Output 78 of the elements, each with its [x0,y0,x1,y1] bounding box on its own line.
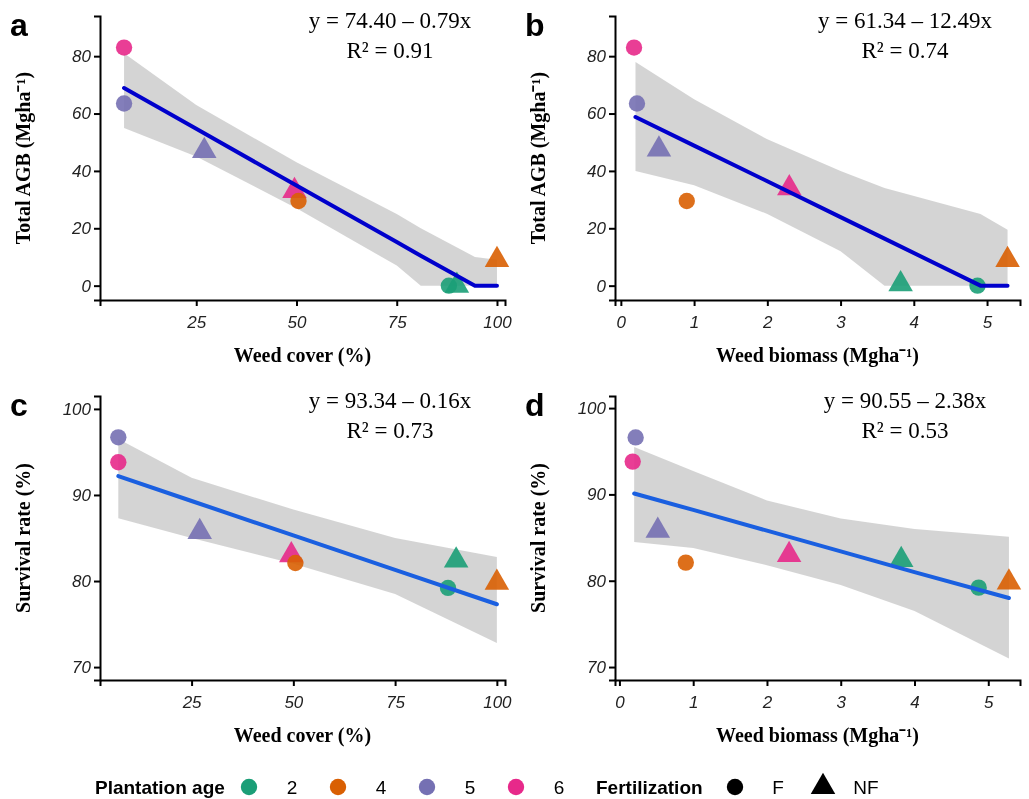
y-tick-label: 0 [81,276,92,296]
y-tick-label: 90 [587,485,607,505]
y-tick-label: 70 [587,657,607,677]
y-tick-label: 90 [72,485,92,505]
x-tick-label: 1 [688,692,699,712]
point [628,95,646,112]
chart-title: a [10,7,28,43]
annotation: y = 90.55 – 2.38x [823,388,987,413]
x-tick-label: 0 [615,692,626,712]
legend-label: 5 [464,777,476,798]
y-tick-label: 0 [596,276,607,296]
point [995,245,1020,267]
x-tick-label: 75 [386,692,406,712]
x-tick-label: 75 [387,312,408,332]
y-tick-label: 80 [72,47,92,67]
x-tick-label: 100 [483,692,513,712]
annotation: R² = 0.91 [346,38,434,63]
chart-title: b [525,7,545,43]
x-tick-label: 4 [909,312,920,332]
y-tick-label: 60 [587,104,607,124]
x-tick-label: 3 [836,312,847,332]
x-axis-title: Weed cover (%) [233,344,372,367]
chart-title: c [10,387,28,423]
x-tick-label: 5 [984,692,995,712]
x-axis-title: Weed cover (%) [233,724,372,747]
annotation: R² = 0.74 [861,38,949,63]
line-series [632,491,1011,600]
y-tick-label: 40 [72,161,92,181]
point [484,245,510,267]
y-tick-label: 80 [587,47,607,67]
annotation: y = 93.34 – 0.16x [308,388,472,413]
point [888,270,913,292]
text: NF [853,777,879,798]
x-tick-label: 25 [181,692,203,712]
x-tick-label: 2 [762,312,774,332]
annotation: y = 61.34 – 12.49x [818,8,993,33]
x-tick-label: 3 [836,692,847,712]
x-axis-title: Weed biomass (Mgha⁻¹) [716,724,919,747]
legend-label: 4 [375,777,387,798]
y-tick-label: 40 [587,161,607,181]
point [646,135,672,157]
x-tick-label: 0 [616,312,627,332]
y-tick-label: 20 [586,219,607,239]
x-tick-label: 1 [689,312,700,332]
point [115,39,133,56]
point [625,39,643,56]
x-tick-label: 50 [287,312,307,332]
annotation: y = 74.40 – 0.79x [308,8,472,33]
text: Fertilization [596,777,703,798]
legend-label: 2 [286,777,298,798]
x-tick-label: 2 [761,692,773,712]
y-tick-label: 20 [71,219,92,239]
y-tick-label: 70 [72,658,92,678]
legend-label: 6 [553,777,565,798]
x-tick-label: 5 [982,312,993,332]
y-axis-title: Total AGB (Mgha⁻¹) [527,71,550,245]
y-tick-label: 60 [72,104,92,124]
point [444,271,470,293]
y-axis-title: Total AGB (Mgha⁻¹) [12,71,35,245]
line-series [116,474,499,607]
annotation: R² = 0.53 [861,418,949,443]
text: F [772,777,784,798]
y-tick-label: 100 [62,399,92,419]
annotation: R² = 0.73 [346,418,434,443]
y-axis-title: Survival rate (%) [12,463,35,613]
x-tick-label: 50 [284,692,304,712]
chart-title: d [525,387,545,423]
x-tick-label: 25 [186,312,207,332]
x-tick-label: 100 [483,312,513,332]
point [115,95,133,112]
x-axis-title: Weed biomass (Mgha⁻¹) [716,344,919,367]
line-series [122,86,499,288]
legend-title: Plantation age [95,777,225,798]
y-tick-label: 100 [577,399,607,419]
x-tick-label: 4 [910,692,920,712]
y-tick-label: 80 [587,571,607,591]
y-tick-label: 80 [72,571,92,591]
y-axis-title: Survival rate (%) [527,463,550,613]
